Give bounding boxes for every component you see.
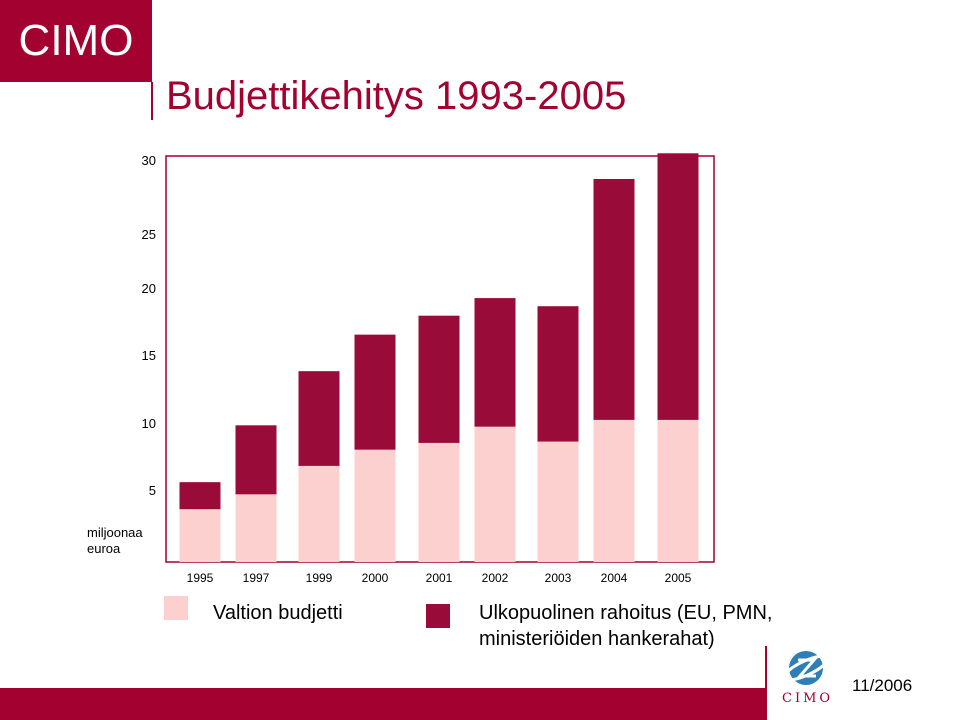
bar-ulkopuolinen-1995	[179, 482, 221, 510]
footer-rule	[765, 646, 767, 720]
x-tick-label-2004: 2004	[601, 571, 628, 585]
bar-valtion-2001	[418, 442, 460, 562]
footer-logo-text: CIMO	[782, 691, 833, 706]
bar-ulkopuolinen-2004	[593, 179, 635, 420]
bar-ulkopuolinen-2000	[354, 334, 396, 450]
bar-ulkopuolinen-1999	[298, 371, 340, 466]
x-tick-label-2000: 2000	[362, 571, 389, 585]
x-tick-label-2005: 2005	[665, 571, 692, 585]
footer-bar	[0, 688, 766, 720]
y-tick-label-25: 25	[142, 227, 156, 242]
x-tick-label-1997: 1997	[243, 571, 270, 585]
page-title: Budjettikehitys 1993-2005	[166, 74, 627, 118]
bar-ulkopuolinen-2003	[537, 306, 579, 442]
bar-ulkopuolinen-2002	[474, 298, 516, 427]
x-tick-label-2001: 2001	[426, 571, 453, 585]
y-tick-label-15: 15	[142, 348, 156, 363]
legend-swatch-ulkopuolinen	[426, 604, 450, 628]
x-tick-label-1999: 1999	[306, 571, 333, 585]
y-axis-label-line1: miljoonaa	[87, 525, 143, 540]
bar-ulkopuolinen-2001	[418, 315, 460, 443]
x-tick-label-1995: 1995	[187, 571, 214, 585]
bar-valtion-2004	[593, 419, 635, 562]
y-tick-label-10: 10	[142, 416, 156, 431]
y-tick-label-20: 20	[142, 281, 156, 296]
bar-ulkopuolinen-1997	[235, 425, 277, 495]
bar-valtion-2003	[537, 441, 579, 562]
bar-valtion-2000	[354, 449, 396, 562]
bar-valtion-1999	[298, 465, 340, 562]
bar-valtion-2002	[474, 426, 516, 562]
y-tick-label-5: 5	[149, 483, 156, 498]
bar-valtion-1995	[179, 509, 221, 562]
bar-valtion-2005	[657, 419, 699, 562]
cimo-footer-logo: CIMO	[772, 646, 844, 713]
footer-date: 11/2006	[852, 676, 913, 695]
y-axis-label-line2: euroa	[87, 541, 121, 556]
legend-label-valtion: Valtion budjetti	[213, 602, 343, 624]
bar-valtion-1997	[235, 494, 277, 562]
x-tick-label-2002: 2002	[482, 571, 509, 585]
bar-ulkopuolinen-2005	[657, 153, 699, 420]
cimo-logo: CIMO	[0, 0, 152, 82]
legend-swatch-valtion	[164, 596, 188, 620]
legend-label-ulkopuolinen-line1: Ulkopuolinen rahoitus (EU, PMN,	[479, 602, 773, 624]
globe-icon: CIMO	[782, 651, 833, 706]
title-rule	[151, 82, 153, 120]
legend-label-ulkopuolinen-line2: ministeriöiden hankerahat)	[479, 628, 715, 650]
stacked-bar-chart: 1995 1997 1999 2000 2001 2002 2003 2004 2005 5 10 1…	[87, 153, 715, 585]
x-tick-label-2003: 2003	[545, 571, 572, 585]
y-tick-label-30: 30	[142, 153, 156, 168]
